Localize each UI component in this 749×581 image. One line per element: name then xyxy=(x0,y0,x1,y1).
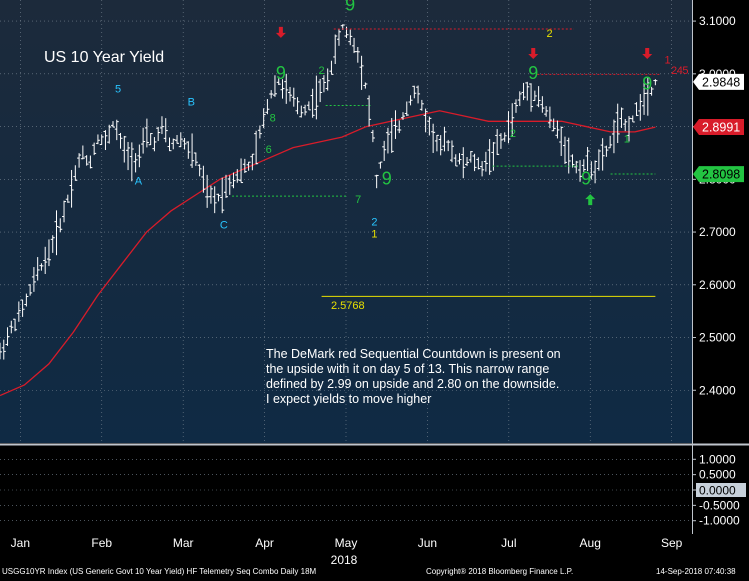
td-count-label: C xyxy=(220,219,228,231)
price-tag xyxy=(693,166,744,183)
td-count-label: 2 xyxy=(510,128,516,140)
td-count-label: 1 xyxy=(371,228,377,240)
td-count-label: B xyxy=(188,96,195,108)
price-tag-label: 2.8991 xyxy=(702,121,740,135)
x-tick-label: Jun xyxy=(418,536,437,550)
td-count-label: 9 xyxy=(581,169,591,189)
x-tick-label: Feb xyxy=(91,536,112,550)
price-tag-label: 2.9848 xyxy=(702,75,740,89)
td-count-label: 9 xyxy=(642,74,652,94)
y-tick-label: 2.6000 xyxy=(699,278,736,292)
td-count-label: 2 xyxy=(371,217,377,229)
td-count-label: 5 xyxy=(115,83,121,95)
td-count-label: 8 xyxy=(270,112,276,124)
sell-arrow-icon xyxy=(642,48,653,60)
y-tick-label: 2.7000 xyxy=(699,225,736,239)
td-count-label: 6 xyxy=(266,144,272,156)
td-count-label: 4 xyxy=(677,65,683,77)
x-tick-label: Apr xyxy=(255,536,274,550)
price-bars xyxy=(0,24,658,360)
oscillator-value-tag xyxy=(696,483,746,497)
reference-level-label: 2.5768 xyxy=(331,300,365,312)
gridlines xyxy=(0,0,692,522)
footer-right: 14-Sep-2018 07:40:38 xyxy=(656,567,736,576)
price-tag-label: 2.8098 xyxy=(702,168,740,182)
oscillator-axis: 1.0000 0.5000 -0.5000 -1.0000 0.0000 xyxy=(692,452,746,528)
commentary-text: The DeMark red Sequential Countdown is p… xyxy=(266,347,561,406)
y-tick-label: 2.4000 xyxy=(699,383,736,397)
footer-left: USGG10YR Index (US Generic Govt 10 Year … xyxy=(2,567,317,576)
x-axis-labels: Jan Feb Mar Apr May Jun Jul Aug Sep xyxy=(11,536,683,550)
level-lines xyxy=(232,28,660,297)
x-tick-label: Jul xyxy=(501,536,516,550)
osc-tick-label: 0.5000 xyxy=(699,468,736,482)
x-tick-label: Sep xyxy=(661,536,683,550)
td-count-label: 5 xyxy=(682,65,688,77)
price-tag xyxy=(693,119,744,136)
y-tick-label: 3.1000 xyxy=(699,14,736,28)
td-count-label: 7 xyxy=(355,194,361,206)
sell-arrow-icon xyxy=(275,26,286,38)
td-count-label: 2 xyxy=(671,65,677,77)
td-count-label: 1 xyxy=(624,133,630,145)
y-tick-label: 2.5000 xyxy=(699,331,736,345)
osc-tick-label: -0.5000 xyxy=(699,498,740,512)
x-tick-label: Jan xyxy=(11,536,30,550)
x-tick-label: Aug xyxy=(580,536,601,550)
price-tags: 2.9848 2.8991 2.8098 xyxy=(693,73,744,183)
oscillator-value-label: 0.0000 xyxy=(699,484,736,498)
td-count-label: 1 xyxy=(665,54,671,66)
x-tick-label: May xyxy=(335,536,358,550)
td-count-label: 2 xyxy=(546,28,552,40)
x-tick-label: Mar xyxy=(173,536,194,550)
td-count-label: 9 xyxy=(276,63,286,83)
buy-arrow-icon xyxy=(585,194,596,206)
chart-title: US 10 Year Yield xyxy=(44,49,164,66)
td-count-label: A xyxy=(135,176,143,188)
y-axis-labels: 2.40002.50002.60002.70002.80002.90003.00… xyxy=(692,14,736,397)
td-count-label: 9 xyxy=(345,0,355,15)
price-tag xyxy=(693,73,744,90)
year-label: 2018 xyxy=(331,553,358,567)
osc-tick-label: -1.0000 xyxy=(699,514,740,528)
osc-tick-label: 1.0000 xyxy=(699,452,736,466)
sell-arrow-icon xyxy=(528,48,539,60)
td-count-label: 9 xyxy=(382,169,392,189)
footer-center: Copyright® 2018 Bloomberg Finance L.P. xyxy=(426,567,574,576)
td-count-label: 9 xyxy=(528,63,538,83)
td-count-label: 2 xyxy=(319,65,325,77)
sell-arrow-icon xyxy=(349,0,352,1)
